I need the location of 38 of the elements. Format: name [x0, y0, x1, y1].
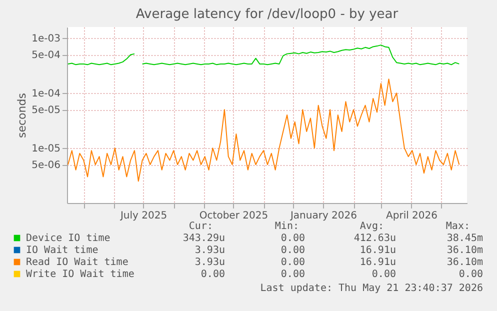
chart-title: Average latency for /dev/loop0 - by year — [136, 7, 399, 22]
y-tick-label: 5e-04 — [32, 50, 60, 62]
legend-label: Write IO Wait time — [26, 269, 134, 280]
text: 0.00 — [458, 269, 483, 280]
text: Min: — [274, 221, 299, 232]
x-tick-label: October 2025 — [199, 210, 268, 222]
text: 3.93u — [194, 257, 225, 268]
text: 3.93u — [194, 245, 225, 256]
y-tick-label: 5e-05 — [32, 105, 60, 116]
text: 36.10m — [446, 245, 483, 256]
text: 38.45m — [446, 233, 483, 244]
text: 0.00 — [372, 269, 396, 280]
text: 16.91u — [360, 257, 396, 268]
text: 0.00 — [200, 269, 225, 280]
y-axis-title: seconds — [16, 92, 29, 138]
line-series — [67, 78, 460, 182]
text: 0.00 — [280, 245, 305, 256]
text: Last update: Thu May 21 23:40:37 2026 — [260, 283, 483, 294]
x-tick-label: April 2026 — [386, 210, 438, 222]
text: 0.00 — [280, 257, 305, 268]
text: 412.63u — [354, 233, 396, 244]
text: Avg: — [360, 221, 384, 232]
text: 343.29u — [182, 233, 225, 244]
y-tick-label: 1e-04 — [32, 88, 60, 100]
y-tick-label: 1e-05 — [32, 144, 60, 155]
x-tick-label: January 2026 — [289, 210, 358, 222]
y-tick-label: 5e-06 — [32, 160, 60, 172]
legend-label: IO Wait time — [26, 245, 98, 256]
x-tick-label: July 2025 — [119, 210, 168, 222]
text: Max: — [446, 221, 470, 232]
text: Cur: — [188, 221, 213, 232]
text: 16.91u — [360, 245, 396, 256]
text: 0.00 — [280, 233, 305, 244]
y-tick-label: 1e-03 — [32, 34, 60, 45]
legend-label: Read IO Wait time — [26, 257, 128, 268]
text: 36.10m — [446, 257, 483, 268]
text: 0.00 — [280, 269, 305, 280]
legend-label: Device IO time — [26, 233, 110, 244]
